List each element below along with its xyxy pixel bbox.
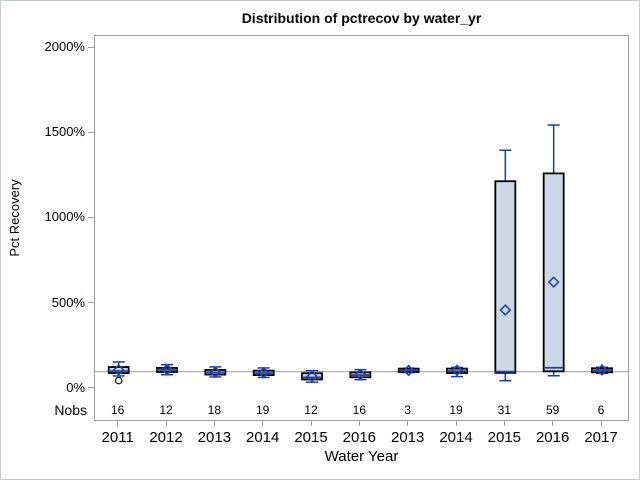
box-plot-group (156, 363, 178, 376)
y-tick (88, 302, 94, 304)
x-tick (165, 421, 167, 426)
box-plot-group (494, 149, 517, 382)
box-plot-group (591, 364, 613, 376)
x-tick (310, 421, 312, 426)
x-tick (117, 421, 119, 426)
nobs-value: 59 (545, 403, 560, 417)
y-tick-label: 0% (66, 379, 85, 395)
mean-diamond-marker (112, 364, 125, 376)
x-tick-label: 2017 (584, 429, 618, 446)
y-axis-label: Pct Recovery (7, 179, 22, 257)
chart-title: Distribution of pctrecov by water_yr (241, 10, 482, 26)
mean-diamond-marker (451, 364, 463, 377)
nobs-value: 16 (111, 403, 125, 417)
mean-diamond-marker (499, 304, 512, 316)
mean-diamond-marker (209, 366, 222, 379)
box-plot-group (204, 366, 227, 379)
box-plot-group (107, 361, 130, 385)
nobs-value: 19 (449, 403, 463, 417)
outlier-marker (114, 376, 123, 385)
boxplot-canvas (95, 124, 628, 385)
x-tick (503, 421, 505, 426)
x-tick-label: 2016 (535, 429, 570, 446)
x-tick (600, 421, 602, 426)
y-tick (88, 387, 94, 389)
x-axis-label: Water Year (324, 448, 399, 465)
x-tick (262, 421, 264, 426)
x-tick-label: 2014 (246, 429, 280, 446)
box-plot-group (301, 369, 323, 383)
nobs-value: 19 (256, 403, 270, 417)
y-tick-label: 2000% (44, 39, 85, 55)
box-plot-group (349, 368, 372, 381)
x-tick (358, 421, 360, 426)
x-tick-label: 2014 (439, 429, 473, 446)
y-tick-label: 500% (51, 294, 85, 310)
box-plot-group (252, 366, 275, 379)
mean-diamond-marker (306, 370, 318, 383)
box-plot-group (542, 124, 565, 377)
x-tick (455, 421, 457, 426)
mean-diamond-marker (547, 276, 560, 288)
nobs-value: 16 (352, 403, 367, 417)
y-tick (88, 131, 94, 133)
y-tick-label: 1000% (44, 209, 85, 225)
nobs-value: 12 (159, 403, 173, 417)
box-plot-group (397, 364, 420, 377)
x-tick (407, 421, 409, 426)
x-tick-label: 2016 (342, 429, 377, 446)
nobs-value: 12 (304, 403, 318, 417)
x-tick-label: 2015 (294, 429, 328, 446)
mean-diamond-marker (596, 364, 608, 376)
mean-diamond-marker (354, 368, 367, 381)
mean-diamond-marker (402, 364, 415, 377)
nobs-value: 3 (404, 403, 412, 417)
mean-diamond-marker (161, 363, 173, 376)
box-plot-group (446, 364, 468, 378)
nobs-value: 6 (597, 403, 605, 417)
x-tick (213, 421, 215, 426)
plot-area (94, 35, 629, 421)
nobs-value: 31 (497, 403, 511, 417)
x-tick (552, 421, 554, 426)
y-tick (88, 46, 94, 48)
y-tick (88, 216, 94, 218)
x-tick-label: 2013 (390, 429, 425, 446)
x-tick-label: 2015 (487, 429, 522, 446)
nobs-row-label: Nobs (54, 402, 87, 418)
x-tick-label: 2013 (197, 429, 232, 446)
x-tick-label: 2012 (149, 429, 183, 446)
mean-diamond-marker (257, 366, 270, 379)
x-tick-label: 2011 (101, 429, 134, 446)
nobs-value: 18 (207, 403, 222, 417)
y-tick-label: 1500% (44, 124, 85, 140)
